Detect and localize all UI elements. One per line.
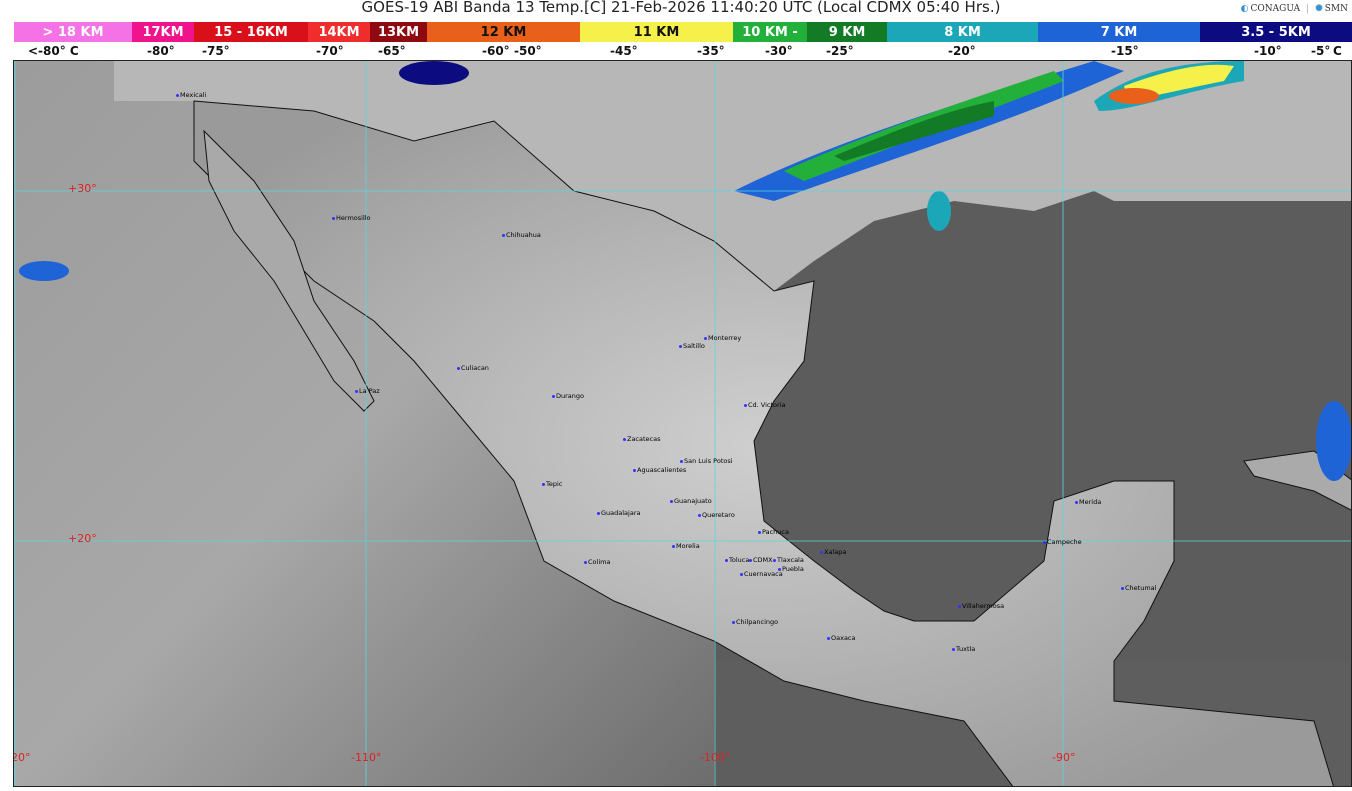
conagua-logo: ◐ CONAGUA: [1240, 4, 1301, 14]
lon-label: -90°: [1052, 751, 1076, 764]
legend-band: 9 KM: [807, 22, 887, 42]
city-label: Monterrey: [704, 334, 741, 342]
legend-band: 10 KM -: [733, 22, 807, 42]
city-label: Hermosillo: [332, 214, 371, 222]
legend-band: > 18 KM: [14, 22, 132, 42]
city-label: Chihuahua: [502, 231, 541, 239]
city-label: Colima: [584, 558, 610, 566]
logos: ◐ CONAGUA | ✺ SMN: [1240, 4, 1348, 14]
temperature-label: -5°: [1311, 44, 1331, 58]
city-label: Cd. Victoria: [744, 401, 785, 409]
legend-band: 7 KM: [1038, 22, 1200, 42]
city-label: Merida: [1075, 498, 1101, 506]
city-label: Queretaro: [698, 511, 735, 519]
city-label: Chetumal: [1121, 584, 1156, 592]
color-scale-bar: > 18 KM 17KM 15 - 16KM 14KM 13KM 12 KM 11 KM 10…: [14, 22, 1352, 42]
city-label: Durango: [552, 392, 584, 400]
temperature-label: -15°: [1111, 44, 1139, 58]
city-label: Campeche: [1043, 538, 1082, 546]
city-label: Culiacan: [457, 364, 489, 372]
city-label: Tlaxcala: [773, 556, 804, 564]
city-label: Morelia: [672, 542, 700, 550]
temperature-label: -10°: [1254, 44, 1282, 58]
baja-california: [203, 129, 375, 412]
legend-band: 8 KM: [887, 22, 1038, 42]
mexico-land: [193, 100, 1334, 786]
city-label: Guadalajara: [597, 509, 640, 517]
legend-band: 14KM: [308, 22, 370, 42]
usa-land: [114, 61, 1351, 291]
temperature-label: -30°: [765, 44, 793, 58]
city-label: Villahermosa: [958, 602, 1004, 610]
temperature-label: -25°: [826, 44, 854, 58]
city-label: Zacatecas: [623, 435, 660, 443]
image-title: GOES-19 ABI Banda 13 Temp.[C] 21-Feb-202…: [361, 0, 1001, 16]
temperature-scale: <-80° C -80° -75° -70° -65° -60° -50° -45° -35° -…: [14, 42, 1352, 60]
city-label: Chilpancingo: [732, 618, 778, 626]
temperature-label: -65°: [378, 44, 406, 58]
satellite-map: +30° +20° -120° -110° -100° -90° Mexical…: [13, 60, 1352, 787]
city-label: Oaxaca: [827, 634, 856, 642]
city-label: Puebla: [778, 565, 804, 573]
city-label: Mexicali: [176, 91, 206, 99]
temperature-label: -45°: [610, 44, 638, 58]
temperature-label: <-80° C: [28, 44, 79, 58]
city-label: San Luis Potosi: [680, 457, 733, 465]
temperature-label: -50°: [514, 44, 542, 58]
temperature-label: C: [1333, 44, 1342, 58]
city-label: Xalapa: [820, 548, 846, 556]
legend-band: 3.5 - 5KM: [1200, 22, 1352, 42]
legend-band: 15 - 16KM: [194, 22, 308, 42]
temperature-label: -60°: [482, 44, 510, 58]
map-canvas: [14, 61, 1351, 786]
lon-label: -110°: [351, 751, 382, 764]
legend-band: 17KM: [132, 22, 194, 42]
lon-label: -100°: [700, 751, 731, 764]
temperature-label: -70°: [316, 44, 344, 58]
city-label: Guanajuato: [670, 497, 712, 505]
city-label: Tepic: [542, 480, 562, 488]
city-label: CDMX: [749, 556, 773, 564]
legend-band: 13KM: [370, 22, 427, 42]
city-label: Cuernavaca: [740, 570, 783, 578]
temperature-label: -80°: [147, 44, 175, 58]
lat-label: +30°: [68, 182, 97, 195]
city-label: Toluca: [725, 556, 749, 564]
temperature-label: -75°: [202, 44, 230, 58]
temperature-label: -20°: [948, 44, 976, 58]
city-label: La Paz: [355, 387, 380, 395]
city-label: Aguascalientes: [633, 466, 686, 474]
smn-logo: ✺ SMN: [1315, 4, 1348, 14]
city-label: Saltillo: [679, 342, 705, 350]
cloud-band: [19, 61, 1351, 481]
lon-label: -120°: [14, 751, 31, 764]
legend-band: 12 KM: [427, 22, 580, 42]
temperature-label: -35°: [697, 44, 725, 58]
legend-band: 11 KM: [580, 22, 733, 42]
graticule: [14, 61, 1351, 786]
city-label: Tuxtla: [952, 645, 975, 653]
lat-label: +20°: [68, 532, 97, 545]
city-label: Pachuca: [758, 528, 789, 536]
